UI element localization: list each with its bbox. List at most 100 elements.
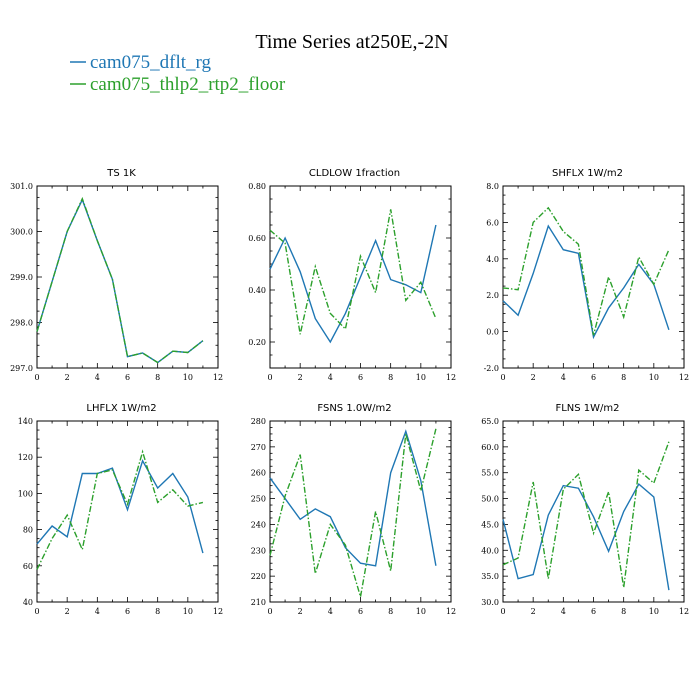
panel-title: SHFLX 1W/m2 [552, 168, 623, 179]
legend-label-floor: cam075_thlp2_rtp2_floor [90, 74, 286, 95]
x-tick-label: 4 [328, 607, 333, 616]
series-line-dflt [36, 459, 204, 554]
x-tick-label: 8 [155, 373, 160, 382]
series-line-floor [36, 196, 204, 364]
y-tick-label: 6.0 [486, 218, 499, 227]
panel-2: CLDLOW 1fraction 0 2 4 6 8 10 12 0.20 0.40 0.60 0.8… [248, 168, 456, 382]
y-tick-label: 0.40 [248, 286, 266, 295]
legend-item-dflt: cam075_dflt_rg [70, 52, 212, 73]
y-tick-label: 0.60 [248, 234, 266, 243]
panel-4: LHFLX 1W/m2 0 2 4 6 8 10 12 40 60 80 100 120 140 [18, 403, 223, 616]
series-line-floor [36, 449, 204, 570]
x-tick-label: 2 [65, 373, 70, 382]
x-tick-label: 4 [95, 373, 100, 382]
x-tick-label: 4 [561, 373, 566, 382]
panel-title: LHFLX 1W/m2 [86, 403, 156, 414]
y-tick-label: 250 [251, 495, 266, 504]
y-tick-label: 260 [251, 469, 266, 478]
y-tick-label: 240 [251, 520, 266, 529]
x-tick-label: 0 [500, 607, 505, 616]
x-tick-label: 4 [95, 607, 100, 616]
x-tick-label: 12 [213, 373, 223, 382]
x-tick-label: 12 [213, 607, 223, 616]
series-line-dflt [502, 224, 670, 340]
panels: TS 1K 0 2 4 6 8 10 12 297.0 298.0 299.0 300.0 301.0 C… [10, 168, 689, 616]
x-tick-label: 10 [649, 607, 659, 616]
y-tick-label: 2.0 [486, 291, 499, 300]
y-tick-label: 55.0 [481, 469, 499, 478]
x-tick-label: 0 [500, 373, 505, 382]
y-tick-label: 60 [23, 562, 33, 571]
y-tick-label: 40 [23, 598, 33, 607]
x-tick-label: 10 [416, 607, 426, 616]
x-tick-label: 2 [298, 607, 303, 616]
y-tick-label: 80 [23, 526, 33, 535]
x-tick-label: 0 [34, 373, 39, 382]
x-tick-label: 0 [34, 607, 39, 616]
y-tick-label: 30.0 [481, 598, 499, 607]
y-tick-label: 35.0 [481, 572, 499, 581]
x-tick-label: 2 [531, 607, 536, 616]
y-tick-label: 210 [251, 598, 266, 607]
y-tick-label: 230 [251, 546, 266, 555]
plot-frame [269, 420, 452, 603]
x-tick-label: 10 [416, 373, 426, 382]
y-tick-label: 100 [18, 489, 33, 498]
x-tick-label: 6 [125, 373, 130, 382]
series-line-dflt [502, 483, 670, 591]
y-tick-label: 40.0 [481, 546, 499, 555]
panel-title: TS 1K [106, 168, 136, 179]
y-tick-label: 140 [18, 417, 33, 426]
x-tick-label: 2 [298, 373, 303, 382]
x-tick-label: 10 [183, 373, 193, 382]
x-tick-label: 12 [446, 373, 456, 382]
legend: cam075_dflt_rg cam075_thlp2_rtp2_floor [70, 52, 286, 95]
panel-1: TS 1K 0 2 4 6 8 10 12 297.0 298.0 299.0 300.0 301.0 [10, 168, 223, 382]
x-tick-label: 6 [591, 373, 596, 382]
y-tick-label: 280 [251, 417, 266, 426]
panel-6: FLNS 1W/m2 0 2 4 6 8 10 12 30.0 35.0 40.0 45.0 50.0 5… [481, 403, 689, 616]
x-tick-label: 12 [679, 373, 689, 382]
series-line-floor [269, 209, 437, 335]
y-tick-label: 65.0 [481, 417, 499, 426]
panel-title: FLNS 1W/m2 [555, 403, 619, 414]
y-tick-label: 60.0 [481, 443, 499, 452]
series-line-floor [502, 441, 670, 588]
panel-5: FSNS 1.0W/m2 0 2 4 6 8 10 12 210 220 230 240 250 260 2… [251, 403, 456, 616]
y-tick-label: 0.0 [486, 328, 499, 337]
figure-title: Time Series at250E,-2N [255, 31, 448, 53]
series-line-floor [502, 206, 670, 336]
y-tick-label: 0.20 [248, 338, 266, 347]
panel-3: SHFLX 1W/m2 0 2 4 6 8 10 12 -2.0 0.0 2.0 4.0 6.0 8.0 [484, 168, 690, 382]
series-line-dflt [269, 429, 437, 567]
y-tick-label: 0.80 [248, 182, 266, 191]
y-tick-label: 45.0 [481, 520, 499, 529]
legend-label-dflt: cam075_dflt_rg [90, 52, 212, 73]
x-tick-label: 6 [358, 373, 363, 382]
y-tick-label: 220 [251, 572, 266, 581]
x-tick-label: 8 [388, 373, 393, 382]
x-tick-label: 10 [183, 607, 193, 616]
x-tick-label: 0 [267, 607, 272, 616]
x-tick-label: 4 [561, 607, 566, 616]
series-line-dflt [36, 197, 204, 364]
x-tick-label: 8 [621, 607, 626, 616]
plot-frame [36, 185, 219, 369]
x-tick-label: 6 [125, 607, 130, 616]
y-tick-label: 297.0 [10, 364, 33, 373]
y-tick-label: 4.0 [486, 255, 499, 264]
x-tick-label: 10 [649, 373, 659, 382]
x-tick-label: 2 [65, 607, 70, 616]
x-tick-label: 12 [679, 607, 689, 616]
panel-title: FSNS 1.0W/m2 [317, 403, 391, 414]
legend-item-floor: cam075_thlp2_rtp2_floor [70, 74, 286, 95]
x-tick-label: 6 [591, 607, 596, 616]
x-tick-label: 0 [267, 373, 272, 382]
panel-title: CLDLOW 1fraction [309, 168, 400, 179]
y-tick-label: 8.0 [486, 182, 499, 191]
y-tick-label: 120 [18, 453, 33, 462]
series-line-dflt [269, 224, 437, 344]
x-tick-label: 8 [388, 607, 393, 616]
x-tick-label: 12 [446, 607, 456, 616]
